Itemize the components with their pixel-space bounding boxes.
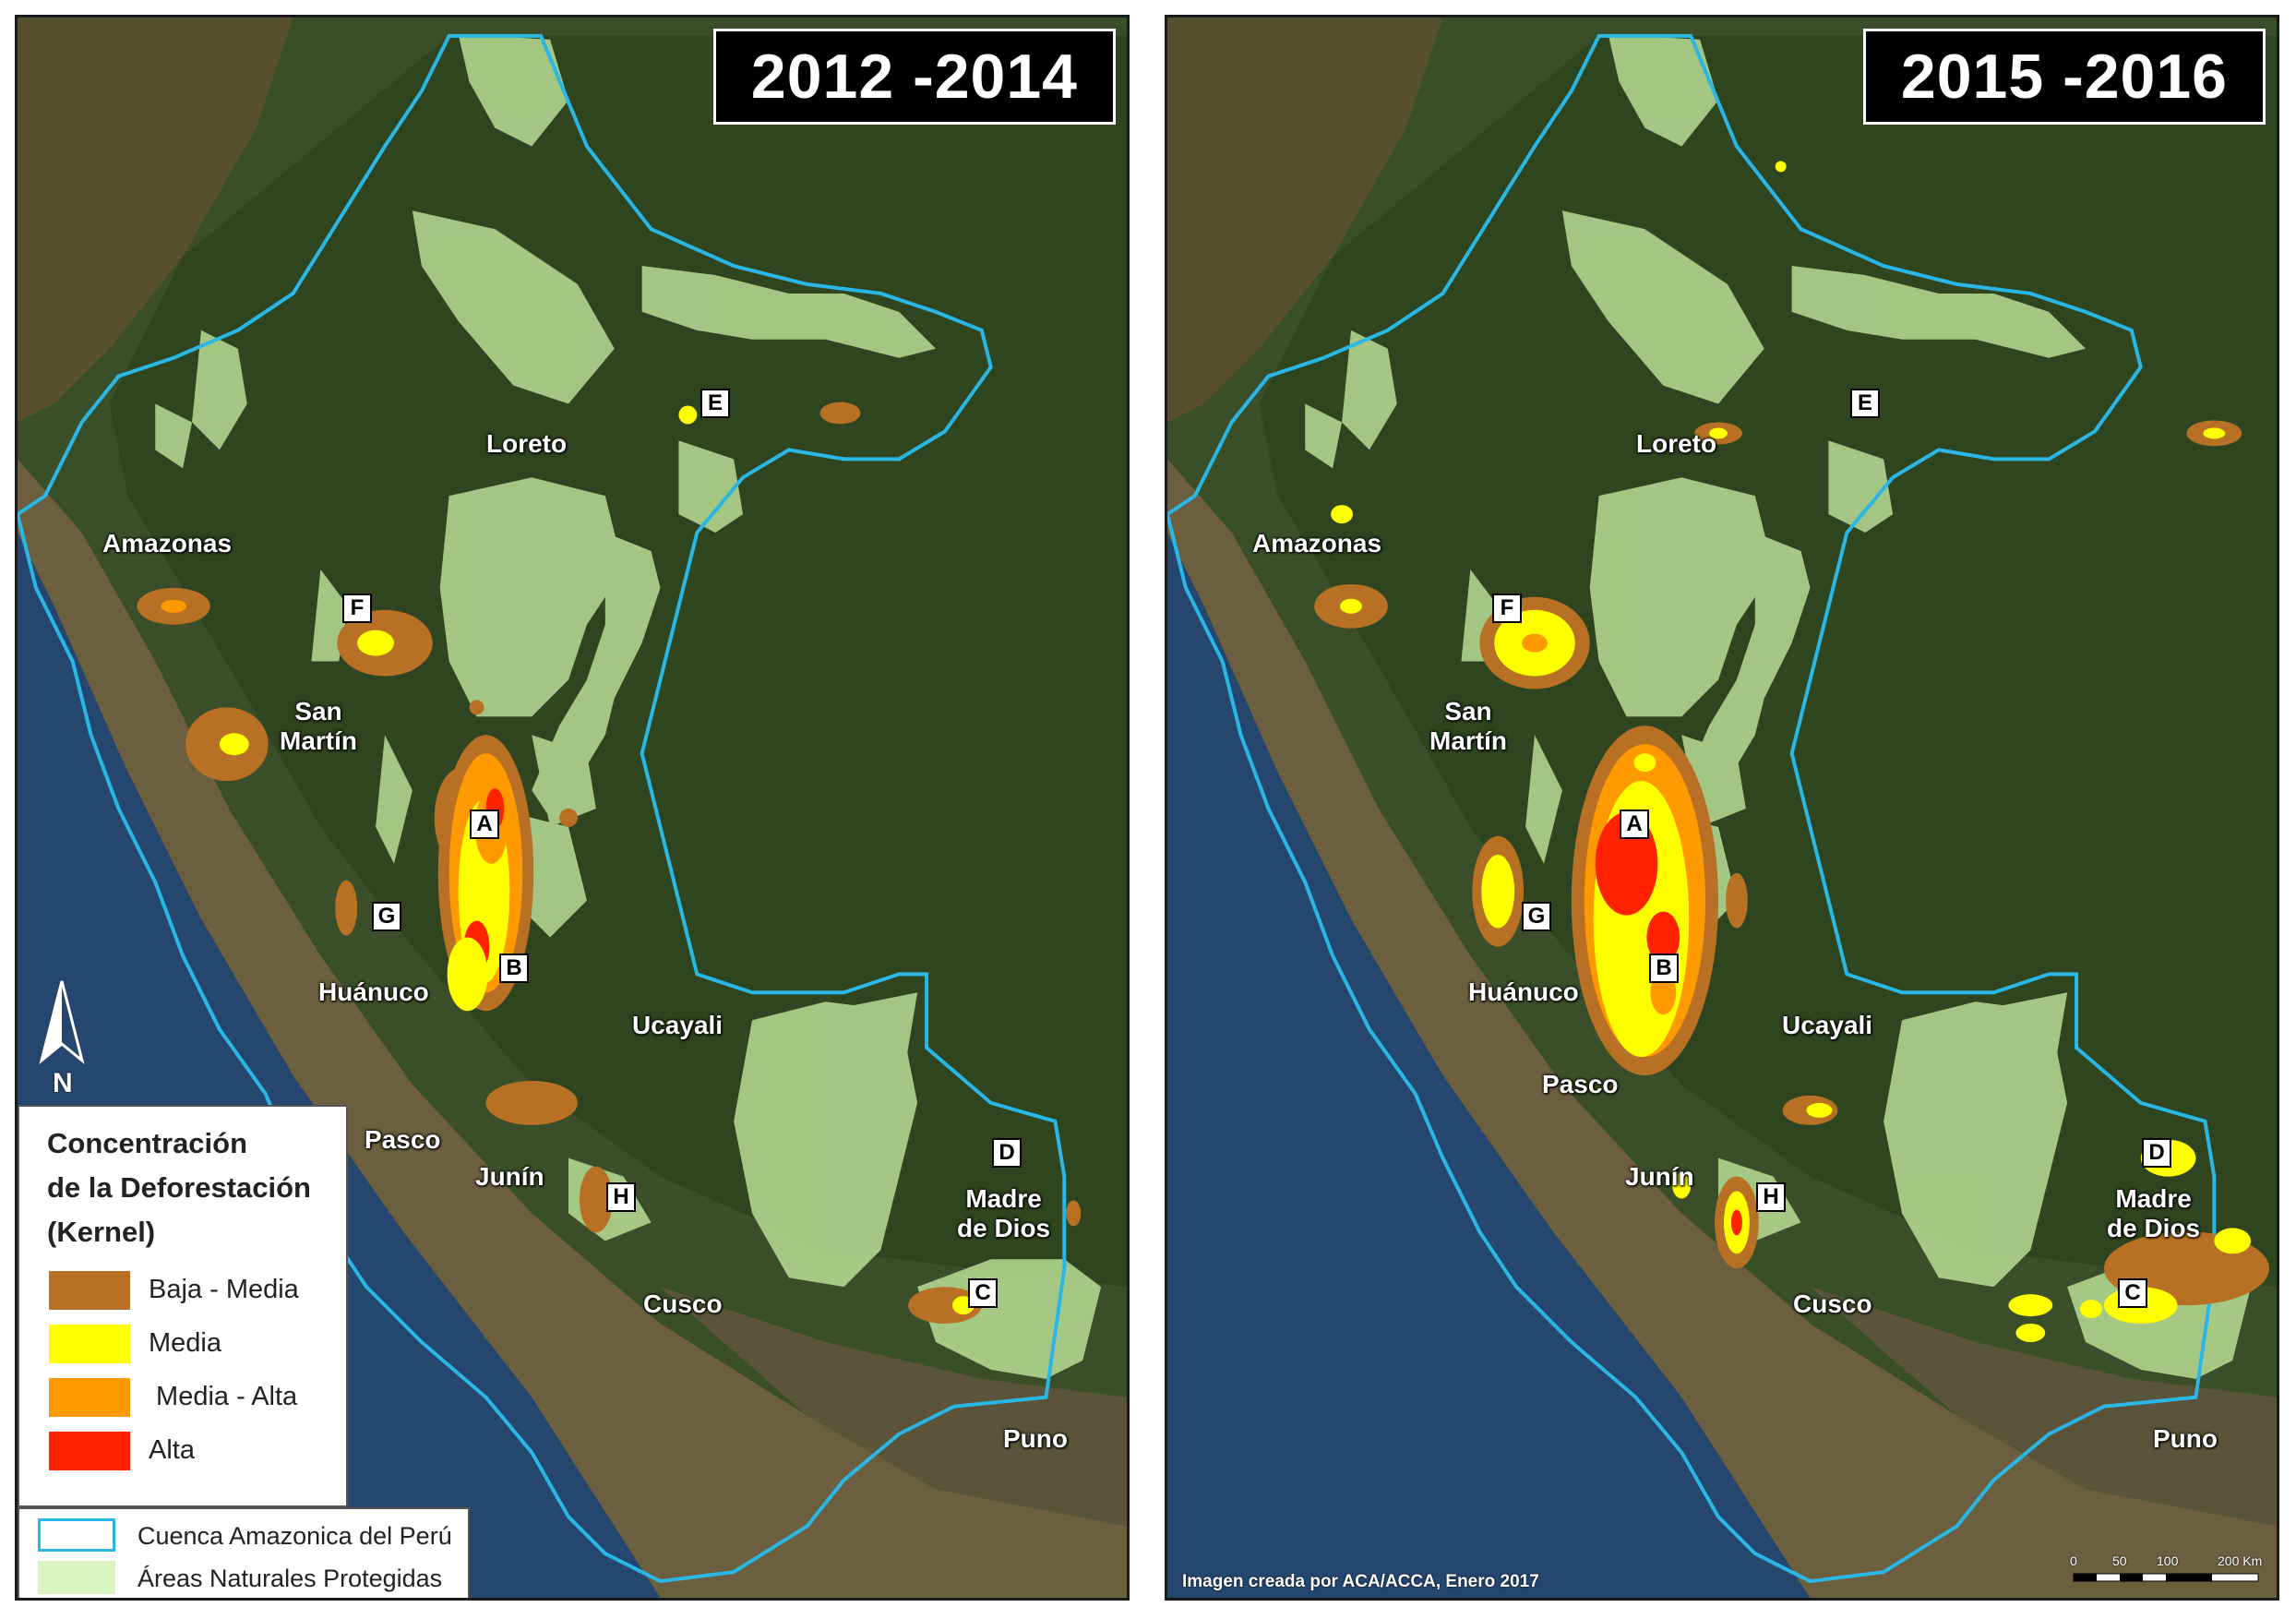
legend-label: Media - Alta [149,1382,298,1411]
legend-swatch [49,1325,130,1363]
region-label-san-martin: San Martín [1429,697,1507,755]
hotspot-marker-b: B [499,953,529,983]
hotspot-marker-a: A [470,810,499,839]
scale-bar: 0 50 100 200 Km [2070,1553,2264,1590]
region-label-amazonas: Amazonas [1252,529,1382,558]
region-label-loreto: Loreto [486,429,568,458]
map-credit: Imagen creada por ACA/ACCA, Enero 2017 [1182,1572,1539,1591]
legend-swatch [49,1378,130,1417]
map-panel-2015-2016: 2015 -2016 Loreto Amazonas San Martín Hu… [1165,15,2279,1601]
legend-title: Concentración de la Deforestación (Kerne… [47,1127,311,1248]
scale-tick: 200 Km [2218,1553,2263,1568]
period-title: 2012 -2014 [712,29,1116,125]
hotspot-marker-e: E [1850,389,1880,418]
hotspot-marker-h: H [606,1182,636,1212]
region-label-junin: Junín [475,1162,544,1191]
region-label-loreto: Loreto [1636,429,1717,458]
hotspot-marker-h: H [1756,1182,1786,1212]
region-label-madre-de-dios: Madre de Dios [957,1184,1051,1242]
region-label-puno: Puno [2153,1424,2218,1453]
hotspot-marker-d: D [992,1138,1022,1168]
legend-label-protected: Áreas Naturales Protegidas [138,1565,443,1592]
region-label-ucayali: Ucayali [632,1011,723,1039]
legend-swatch [49,1271,130,1310]
legend-label: Baja - Media [149,1275,299,1304]
hotspot-marker-d: D [2142,1138,2171,1168]
legend-label: Media [149,1328,221,1358]
hotspot-marker-c: C [968,1278,998,1308]
region-label-san-martin: San Martín [280,697,357,755]
scale-tick: 0 [2070,1553,2077,1568]
satellite-basemap [1167,18,2277,1598]
legend-swatch-basin [38,1518,115,1552]
region-label-ucayali: Ucayali [1782,1011,1873,1039]
north-arrow-icon: N [34,977,90,1107]
legend-label: Alta [149,1435,195,1465]
region-label-cusco: Cusco [643,1289,723,1318]
region-label-huanuco: Huánuco [1468,977,1579,1006]
region-label-huanuco: Huánuco [318,977,429,1006]
north-label: N [53,1068,73,1098]
map-panel-2012-2014: 2012 -2014 Loreto Amazonas San Martín Hu… [15,15,1130,1601]
hotspot-marker-g: G [1522,902,1551,931]
hotspot-marker-c: C [2118,1278,2147,1308]
hotspot-marker-a: A [1620,810,1649,839]
region-label-puno: Puno [1003,1424,1068,1453]
hotspot-marker-g: G [372,902,401,931]
hotspot-marker-f: F [1492,594,1522,623]
region-label-amazonas: Amazonas [102,529,233,558]
scale-tick: 100 [2157,1553,2179,1568]
legend-swatch-protected [38,1561,115,1594]
boundary-legend: Cuenca Amazonica del Perú Áreas Naturale… [18,1507,470,1598]
region-label-cusco: Cusco [1793,1289,1872,1318]
hotspot-marker-e: E [700,389,730,418]
region-label-junin: Junín [1625,1162,1694,1191]
scale-tick: 50 [2112,1553,2127,1568]
satellite-basemap [18,18,1127,1598]
legend-swatch [49,1432,130,1470]
legend-label-basin: Cuenca Amazonica del Perú [138,1522,452,1550]
kernel-legend: Concentración de la Deforestación (Kerne… [18,1105,348,1507]
hotspot-marker-f: F [342,594,372,623]
period-title: 2015 -2016 [1862,29,2266,125]
region-label-pasco: Pasco [365,1125,441,1154]
region-label-madre-de-dios: Madre de Dios [2107,1184,2201,1242]
hotspot-marker-b: B [1649,953,1679,983]
region-label-pasco: Pasco [1542,1070,1619,1098]
